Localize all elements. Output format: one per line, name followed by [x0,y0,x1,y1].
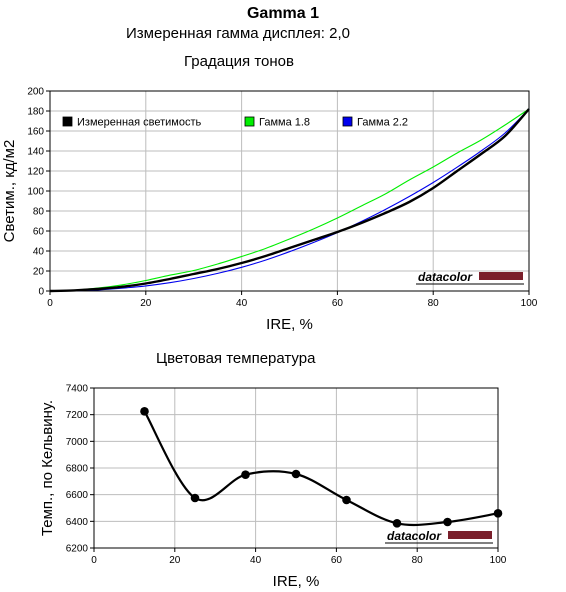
legend-measured-swatch [62,116,73,127]
x-tick-label: 80 [412,555,424,566]
color-temp-chart-title: Цветовая температура [156,350,316,367]
color-temperature-point [443,517,452,527]
legend-gamma-1-8-swatch [244,116,255,127]
y-tick-label: 7400 [66,384,89,395]
x-tick-label: 60 [332,298,344,309]
y-tick-label: 140 [27,147,44,158]
y-tick-label: 100 [27,187,44,198]
datacolor-watermark-text: datacolor [387,529,442,543]
color-temperature-point [291,469,301,479]
x-axis-label: IRE, % [273,573,320,590]
datacolor-watermark-text: datacolor [418,270,473,284]
y-tick-label: 80 [33,207,45,218]
y-tick-label: 200 [27,87,44,98]
y-tick-label: 6200 [66,544,89,555]
x-tick-label: 0 [91,555,97,566]
y-tick-label: 7000 [66,437,89,448]
y-axis-label: Светим., кд/м2 [1,140,18,243]
datacolor-watermark-bar [448,531,492,539]
y-tick-label: 7200 [66,410,89,421]
x-tick-label: 20 [140,298,152,309]
y-tick-label: 120 [27,167,44,178]
color-temperature-point [493,509,503,518]
x-tick-label: 60 [331,555,343,566]
datacolor-watermark-bar [479,272,523,280]
color-temperature-point [342,495,351,505]
color-temperature-point [392,519,402,528]
page-title: Gamma 1 [246,5,320,22]
tone-curve-chart: 0 20 40 60 80 100 0 20 40 60 80 100 120 140 160 180 200 I… [1,87,538,334]
y-tick-label: 6800 [66,464,89,475]
gamma-2-2-line [49,108,530,292]
x-tick-label: 40 [250,555,262,566]
y-tick-label: 160 [27,127,44,138]
x-axis-label: IRE, % [266,316,313,333]
measured-gamma-subtitle: Измеренная гамма дисплея: 2,0 [126,25,350,42]
legend-gamma-2-2-label: Гамма 2.2 [357,117,408,129]
y-tick-label: 20 [33,267,45,278]
y-tick-label: 60 [33,227,45,238]
y-tick-label: 6600 [66,490,89,501]
y-tick-label: 40 [33,247,45,258]
legend-gamma-1-8-label: Гамма 1.8 [259,117,310,129]
legend-gamma-2-2-swatch [342,116,353,127]
x-tick-label: 20 [169,555,181,566]
y-tick-label: 180 [27,107,44,118]
measured-luminance-line [49,108,530,293]
tone-chart-title: Градация тонов [184,53,294,70]
y-tick-label: 6400 [66,517,89,528]
gamma-1-8-line [49,108,530,292]
x-tick-label: 0 [47,298,53,309]
color-temperature-point [140,407,149,416]
color-temperature-point [190,493,200,503]
x-tick-label: 100 [490,555,507,566]
color-temperature-point [241,470,250,479]
y-axis-label: Темп., по Кельвину. [39,400,56,536]
x-tick-label: 100 [521,298,538,309]
x-tick-label: 80 [428,298,440,309]
y-tick-label: 0 [38,287,44,298]
legend-measured-label: Измеренная светимость [77,117,202,129]
x-tick-label: 40 [236,298,248,309]
